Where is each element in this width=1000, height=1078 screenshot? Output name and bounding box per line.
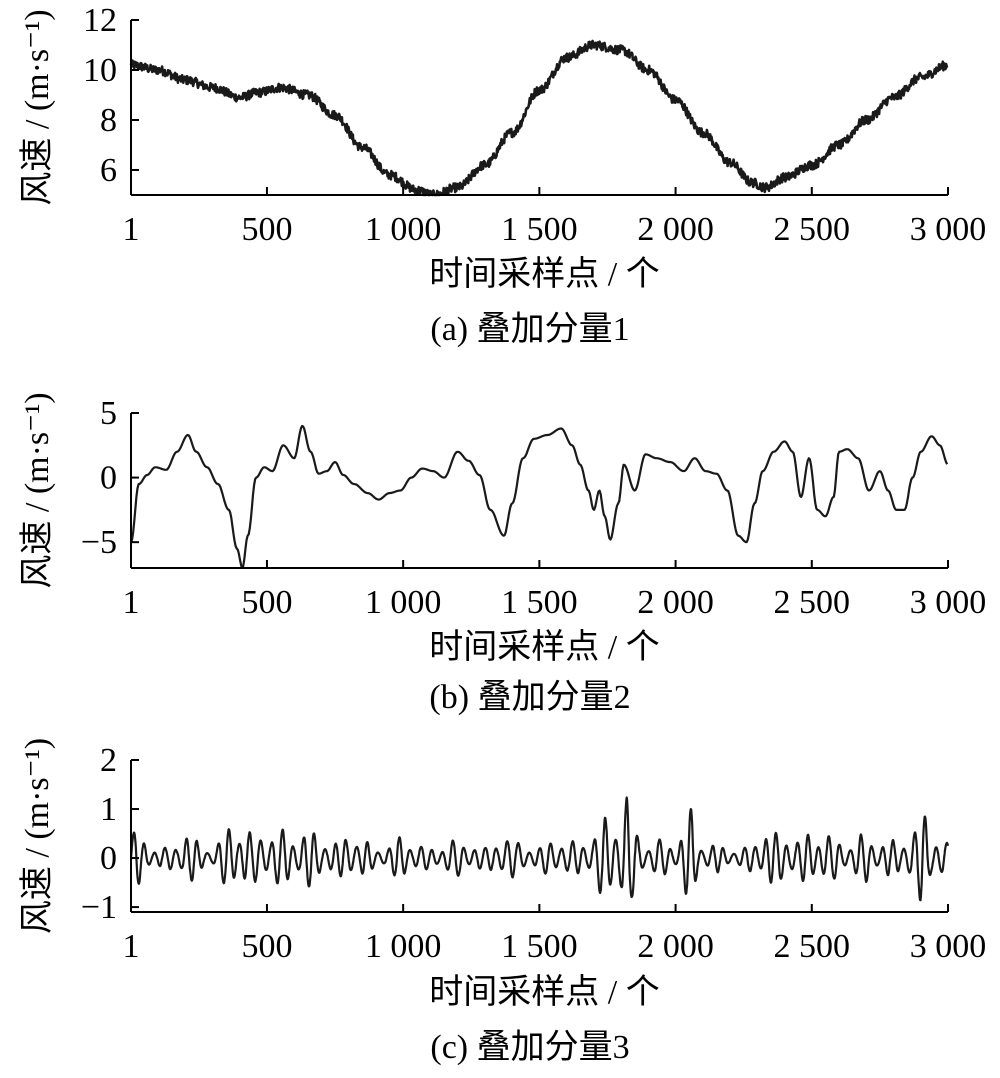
y-tick-label: 0 — [100, 840, 117, 877]
x-tick-label: 1 500 — [501, 211, 578, 248]
panel-c: 1 500 1 000 1 500 2 000 2 500 3 000 −1 0 1 2 时间采样点 … — [19, 738, 986, 1066]
x-tick-label: 1 000 — [365, 584, 442, 621]
panel-caption: (c) 叠加分量3 — [430, 1029, 629, 1066]
y-tick-label: 8 — [100, 102, 117, 139]
y-tick-label: 12 — [83, 2, 117, 39]
x-tick-label: 2 500 — [774, 211, 851, 248]
x-tick-label: 2 000 — [637, 584, 714, 621]
x-tick-label: 2 500 — [774, 928, 851, 965]
x-tick-label: 3 000 — [910, 584, 987, 621]
x-tick-label: 2 000 — [637, 211, 714, 248]
x-tick-label: 2 000 — [637, 928, 714, 965]
x-tick-label: 500 — [241, 211, 292, 248]
x-tick-label: 3 000 — [910, 211, 987, 248]
y-axis-label: 风速 / (m·s⁻¹) — [19, 392, 56, 588]
panel-caption: (a) 叠加分量1 — [430, 311, 629, 348]
y-axis-label: 风速 / (m·s⁻¹) — [19, 738, 56, 934]
x-tick-label: 1 — [123, 211, 140, 248]
x-tick-label: 1 — [123, 928, 140, 965]
x-tick-label: 1 000 — [365, 211, 442, 248]
x-axis-label: 时间采样点 / 个 — [429, 973, 659, 1011]
x-axis-label: 时间采样点 / 个 — [429, 255, 659, 293]
series-line — [129, 796, 949, 902]
panel-a: 1 500 1 000 1 500 2 000 2 500 3 000 6 8 10 12 时间采样点… — [19, 2, 986, 348]
panel-caption: (b) 叠加分量2 — [429, 679, 630, 716]
x-tick-label: 1 500 — [501, 928, 578, 965]
y-tick-label: −5 — [81, 524, 117, 561]
series-line — [129, 424, 949, 570]
x-tick-label: 500 — [241, 584, 292, 621]
x-tick-label: 2 500 — [774, 584, 851, 621]
y-tick-label: −1 — [81, 889, 117, 926]
y-tick-label: 2 — [100, 742, 117, 779]
y-tick-label: 6 — [100, 152, 117, 189]
y-tick-label: 10 — [83, 52, 117, 89]
series-line — [129, 39, 949, 197]
x-tick-label: 3 000 — [910, 928, 987, 965]
y-axis-label: 风速 / (m·s⁻¹) — [19, 9, 56, 205]
y-tick-label: 1 — [100, 791, 117, 828]
x-axis-label: 时间采样点 / 个 — [429, 628, 659, 666]
x-tick-label: 500 — [241, 928, 292, 965]
panel-b: 1 500 1 000 1 500 2 000 2 500 3 000 −5 0 5 时间采样点 /… — [19, 392, 986, 716]
y-tick-label: 5 — [100, 395, 117, 432]
x-tick-label: 1 500 — [501, 584, 578, 621]
y-tick-label: 0 — [100, 460, 117, 497]
x-tick-label: 1 000 — [365, 928, 442, 965]
x-tick-label: 1 — [123, 584, 140, 621]
